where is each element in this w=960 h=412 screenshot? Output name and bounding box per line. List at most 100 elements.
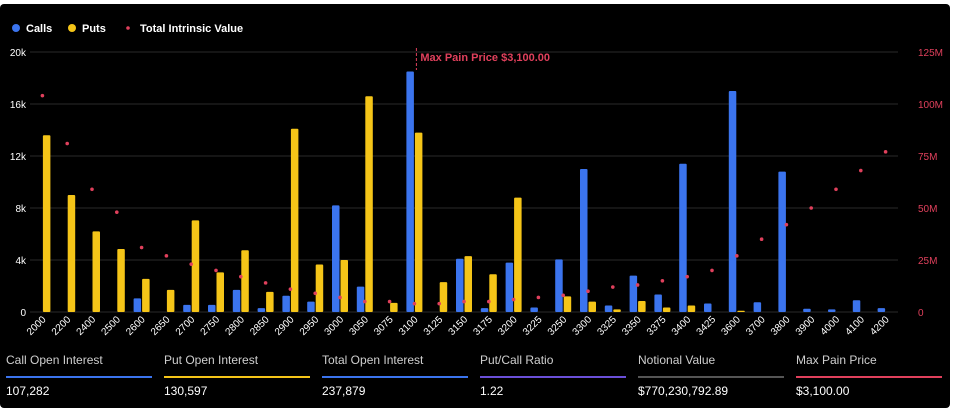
put-bar	[563, 296, 572, 312]
intrinsic-dot	[164, 254, 169, 258]
max-pain-marker: Max Pain Price $3,100.00	[415, 48, 550, 70]
put-bar	[290, 128, 299, 312]
put-bar	[315, 264, 324, 312]
intrinsic-dot	[809, 206, 813, 210]
x-tick-label: 4000	[819, 314, 843, 338]
y-left-tick-label: 20k	[10, 48, 27, 59]
intrinsic-dot	[462, 299, 466, 304]
x-tick-label: 3800	[769, 314, 793, 338]
legend-calls-label: Calls	[26, 23, 52, 35]
call-bar	[679, 163, 687, 312]
call-bar	[852, 300, 861, 312]
y-left-tick-label: 4k	[15, 256, 27, 267]
call-bar	[580, 169, 588, 312]
call-bar	[456, 258, 464, 312]
intrinsic-dot	[40, 93, 45, 98]
x-tick-label: 2200	[50, 314, 74, 338]
intrinsic-dot	[487, 299, 491, 304]
call-bar	[282, 295, 290, 312]
intrinsic-dot	[660, 279, 665, 283]
call-bar	[232, 289, 241, 312]
y-axis-left: 0 4k 8k 12k 16k 20k	[10, 48, 27, 319]
stat-bar-call-oi	[6, 376, 152, 378]
stat-put-call-ratio: Put/Call Ratio 1.22	[480, 352, 626, 404]
stat-label: Put/Call Ratio	[480, 353, 554, 367]
intrinsic-dot	[437, 301, 442, 306]
stat-bar-put-oi	[164, 376, 310, 378]
x-tick-label: 3100	[397, 314, 421, 338]
intrinsic-dot	[883, 150, 888, 154]
x-tick-label: 3350	[620, 314, 644, 338]
put-bar	[117, 248, 125, 312]
stat-value: $770,230,792.89	[638, 384, 729, 398]
put-bar	[340, 260, 348, 312]
put-bar	[166, 289, 175, 312]
stat-bar-total-oi	[322, 376, 468, 378]
x-tick-label: 2700	[174, 314, 198, 338]
call-bar	[778, 171, 786, 312]
y-left-tick-label: 0	[20, 308, 26, 319]
intrinsic-dot	[586, 289, 590, 294]
legend-puts-label: Puts	[82, 23, 106, 35]
put-bar	[365, 96, 373, 312]
intrinsic-dot	[214, 268, 218, 273]
put-bar	[390, 302, 398, 312]
x-tick-label: 2000	[25, 314, 49, 338]
put-bar	[439, 282, 448, 312]
x-tick-label: 2500	[99, 314, 123, 338]
x-tick-label: 3600	[719, 314, 743, 338]
x-tick-label: 4100	[843, 314, 867, 338]
x-tick-label: 3225	[521, 314, 545, 338]
y-left-tick-label: 16k	[10, 100, 27, 111]
put-bar	[191, 220, 200, 312]
x-tick-label: 2850	[248, 314, 272, 338]
call-bar	[480, 308, 489, 312]
chart-panel: Calls Puts Total Intrinsic Value 0 4k 8k 12…	[0, 4, 950, 408]
x-tick-label: 3150	[447, 314, 471, 338]
call-bar	[183, 304, 191, 312]
put-bar	[241, 250, 249, 312]
call-bar	[133, 298, 142, 312]
intrinsic-legend-icon	[126, 26, 130, 30]
intrinsic-dots	[40, 93, 888, 306]
legend-intrinsic[interactable]: Total Intrinsic Value	[126, 23, 243, 35]
call-bar	[704, 303, 712, 312]
stat-label: Max Pain Price	[796, 353, 877, 367]
y-right-tick-label: 125M	[918, 48, 943, 59]
y-axis-right: 0 25M 50M 75M 100M 125M	[918, 48, 943, 319]
stat-value: 130,597	[164, 384, 208, 398]
put-bar	[613, 309, 621, 312]
intrinsic-dot	[834, 187, 838, 192]
call-bar	[654, 294, 662, 312]
put-bar	[588, 301, 596, 312]
stats-row: Call Open Interest 107,282 Put Open Inte…	[0, 344, 950, 408]
stat-bar-notional	[638, 376, 784, 378]
call-bar	[257, 308, 266, 312]
put-bar	[737, 310, 745, 312]
x-tick-label: 3900	[794, 314, 818, 338]
x-tick-label: 3300	[571, 314, 595, 338]
put-bar	[489, 274, 497, 312]
intrinsic-dot	[239, 274, 243, 279]
intrinsic-dot	[511, 297, 516, 302]
legend-calls[interactable]: Calls	[12, 23, 52, 35]
calls-legend-icon	[12, 24, 20, 32]
x-tick-label: 3125	[422, 314, 446, 338]
stat-total-open-interest: Total Open Interest 237,879	[322, 352, 468, 404]
put-bar	[638, 300, 646, 312]
call-bar	[530, 307, 538, 312]
legend-puts[interactable]: Puts	[68, 23, 106, 35]
stat-value: $3,100.00	[796, 384, 850, 398]
intrinsic-dot	[288, 287, 293, 291]
put-bar	[142, 278, 150, 312]
intrinsic-dot	[338, 295, 342, 300]
call-bar	[356, 286, 365, 312]
x-tick-label: 3375	[645, 314, 669, 338]
puts-legend-icon	[68, 24, 76, 32]
x-tick-label: 2750	[199, 314, 223, 338]
stat-max-pain-price: Max Pain Price $3,100.00	[796, 352, 942, 404]
x-tick-label: 2900	[273, 314, 297, 338]
x-tick-label: 2600	[124, 314, 148, 338]
grid-lines	[30, 51, 898, 313]
stat-label: Put Open Interest	[164, 353, 259, 367]
